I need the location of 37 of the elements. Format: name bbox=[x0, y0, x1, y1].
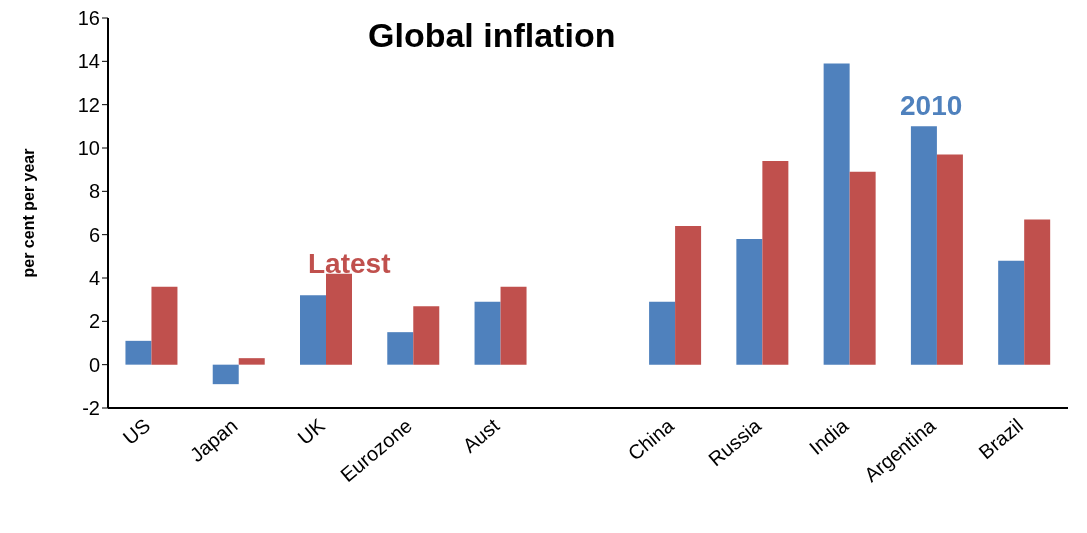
y-tick-label: -2 bbox=[82, 397, 100, 420]
y-tick-label: 12 bbox=[77, 93, 100, 116]
y-tick-label: 14 bbox=[77, 50, 100, 73]
bar bbox=[1024, 219, 1051, 365]
bar bbox=[675, 226, 702, 365]
bar bbox=[151, 286, 178, 365]
bar bbox=[910, 126, 937, 365]
y-tick-label: 10 bbox=[77, 137, 100, 160]
chart-title: Global inflation bbox=[368, 16, 616, 55]
series-label: 2010 bbox=[900, 90, 963, 122]
bar bbox=[936, 154, 963, 365]
bar bbox=[474, 301, 501, 365]
series-label: Latest bbox=[308, 248, 391, 280]
bar bbox=[387, 332, 414, 365]
bar bbox=[500, 286, 527, 365]
y-tick-label: 0 bbox=[88, 353, 100, 376]
bar bbox=[762, 161, 789, 365]
bar bbox=[326, 273, 352, 365]
x-tick-label: India bbox=[805, 413, 854, 459]
x-tick-label: UK bbox=[293, 413, 330, 449]
bar bbox=[736, 239, 763, 365]
y-tick-label: 4 bbox=[88, 267, 100, 290]
y-tick-label: 2 bbox=[88, 310, 100, 333]
y-axis-title: per cent per year bbox=[19, 148, 37, 278]
y-tick-label: 16 bbox=[77, 7, 100, 30]
y-tick-label: 8 bbox=[88, 180, 100, 203]
bar bbox=[238, 358, 265, 365]
x-tick-label: US bbox=[118, 414, 155, 449]
bar bbox=[823, 63, 850, 365]
y-tick-label: 6 bbox=[88, 223, 100, 246]
bar bbox=[998, 260, 1025, 365]
bar bbox=[413, 306, 440, 365]
bar bbox=[300, 295, 326, 365]
bar bbox=[212, 364, 239, 385]
bar bbox=[125, 340, 152, 365]
bar bbox=[649, 301, 676, 365]
bar bbox=[849, 171, 876, 365]
